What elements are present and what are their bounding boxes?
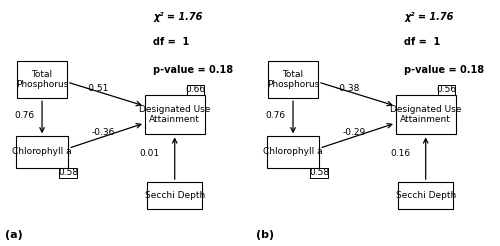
FancyBboxPatch shape	[186, 85, 204, 95]
Text: 0.58: 0.58	[58, 168, 78, 177]
FancyBboxPatch shape	[396, 95, 456, 135]
FancyBboxPatch shape	[438, 85, 456, 95]
Text: Chlorophyll a: Chlorophyll a	[12, 147, 72, 156]
Text: Designated Use
Attainment: Designated Use Attainment	[390, 105, 462, 124]
Text: p-value = 0.18: p-value = 0.18	[404, 65, 484, 75]
Text: 0.01: 0.01	[140, 149, 160, 158]
FancyBboxPatch shape	[17, 61, 67, 98]
Text: -0.51: -0.51	[86, 84, 108, 92]
FancyBboxPatch shape	[60, 168, 78, 178]
Text: -0.36: -0.36	[92, 128, 114, 137]
Text: p-value = 0.18: p-value = 0.18	[153, 65, 234, 75]
Text: Secchi Depth: Secchi Depth	[396, 191, 456, 200]
Text: (a): (a)	[5, 230, 23, 240]
Text: Secchi Depth: Secchi Depth	[144, 191, 205, 200]
FancyBboxPatch shape	[266, 136, 320, 168]
Text: 0.76: 0.76	[14, 111, 34, 120]
Text: Total
Phosphorus: Total Phosphorus	[16, 70, 68, 89]
Text: 0.16: 0.16	[390, 149, 410, 158]
Text: Chlorophyll a: Chlorophyll a	[263, 147, 323, 156]
Text: df =  1: df = 1	[153, 37, 190, 47]
Text: (b): (b)	[256, 230, 274, 240]
Text: 0.66: 0.66	[186, 85, 206, 94]
Text: Designated Use
Attainment: Designated Use Attainment	[139, 105, 210, 124]
FancyBboxPatch shape	[310, 168, 328, 178]
Text: χ² = 1.76: χ² = 1.76	[153, 12, 202, 22]
Text: Total
Phosphorus: Total Phosphorus	[267, 70, 319, 89]
Text: df =  1: df = 1	[404, 37, 440, 47]
Text: -0.29: -0.29	[342, 128, 365, 137]
FancyBboxPatch shape	[16, 136, 68, 168]
FancyBboxPatch shape	[147, 182, 202, 209]
FancyBboxPatch shape	[145, 95, 204, 135]
FancyBboxPatch shape	[398, 182, 453, 209]
Text: -0.38: -0.38	[336, 84, 359, 92]
Text: 0.58: 0.58	[310, 168, 330, 177]
FancyBboxPatch shape	[268, 61, 318, 98]
Text: 0.56: 0.56	[436, 85, 456, 94]
Text: 0.76: 0.76	[265, 111, 285, 120]
Text: χ² = 1.76: χ² = 1.76	[404, 12, 454, 22]
